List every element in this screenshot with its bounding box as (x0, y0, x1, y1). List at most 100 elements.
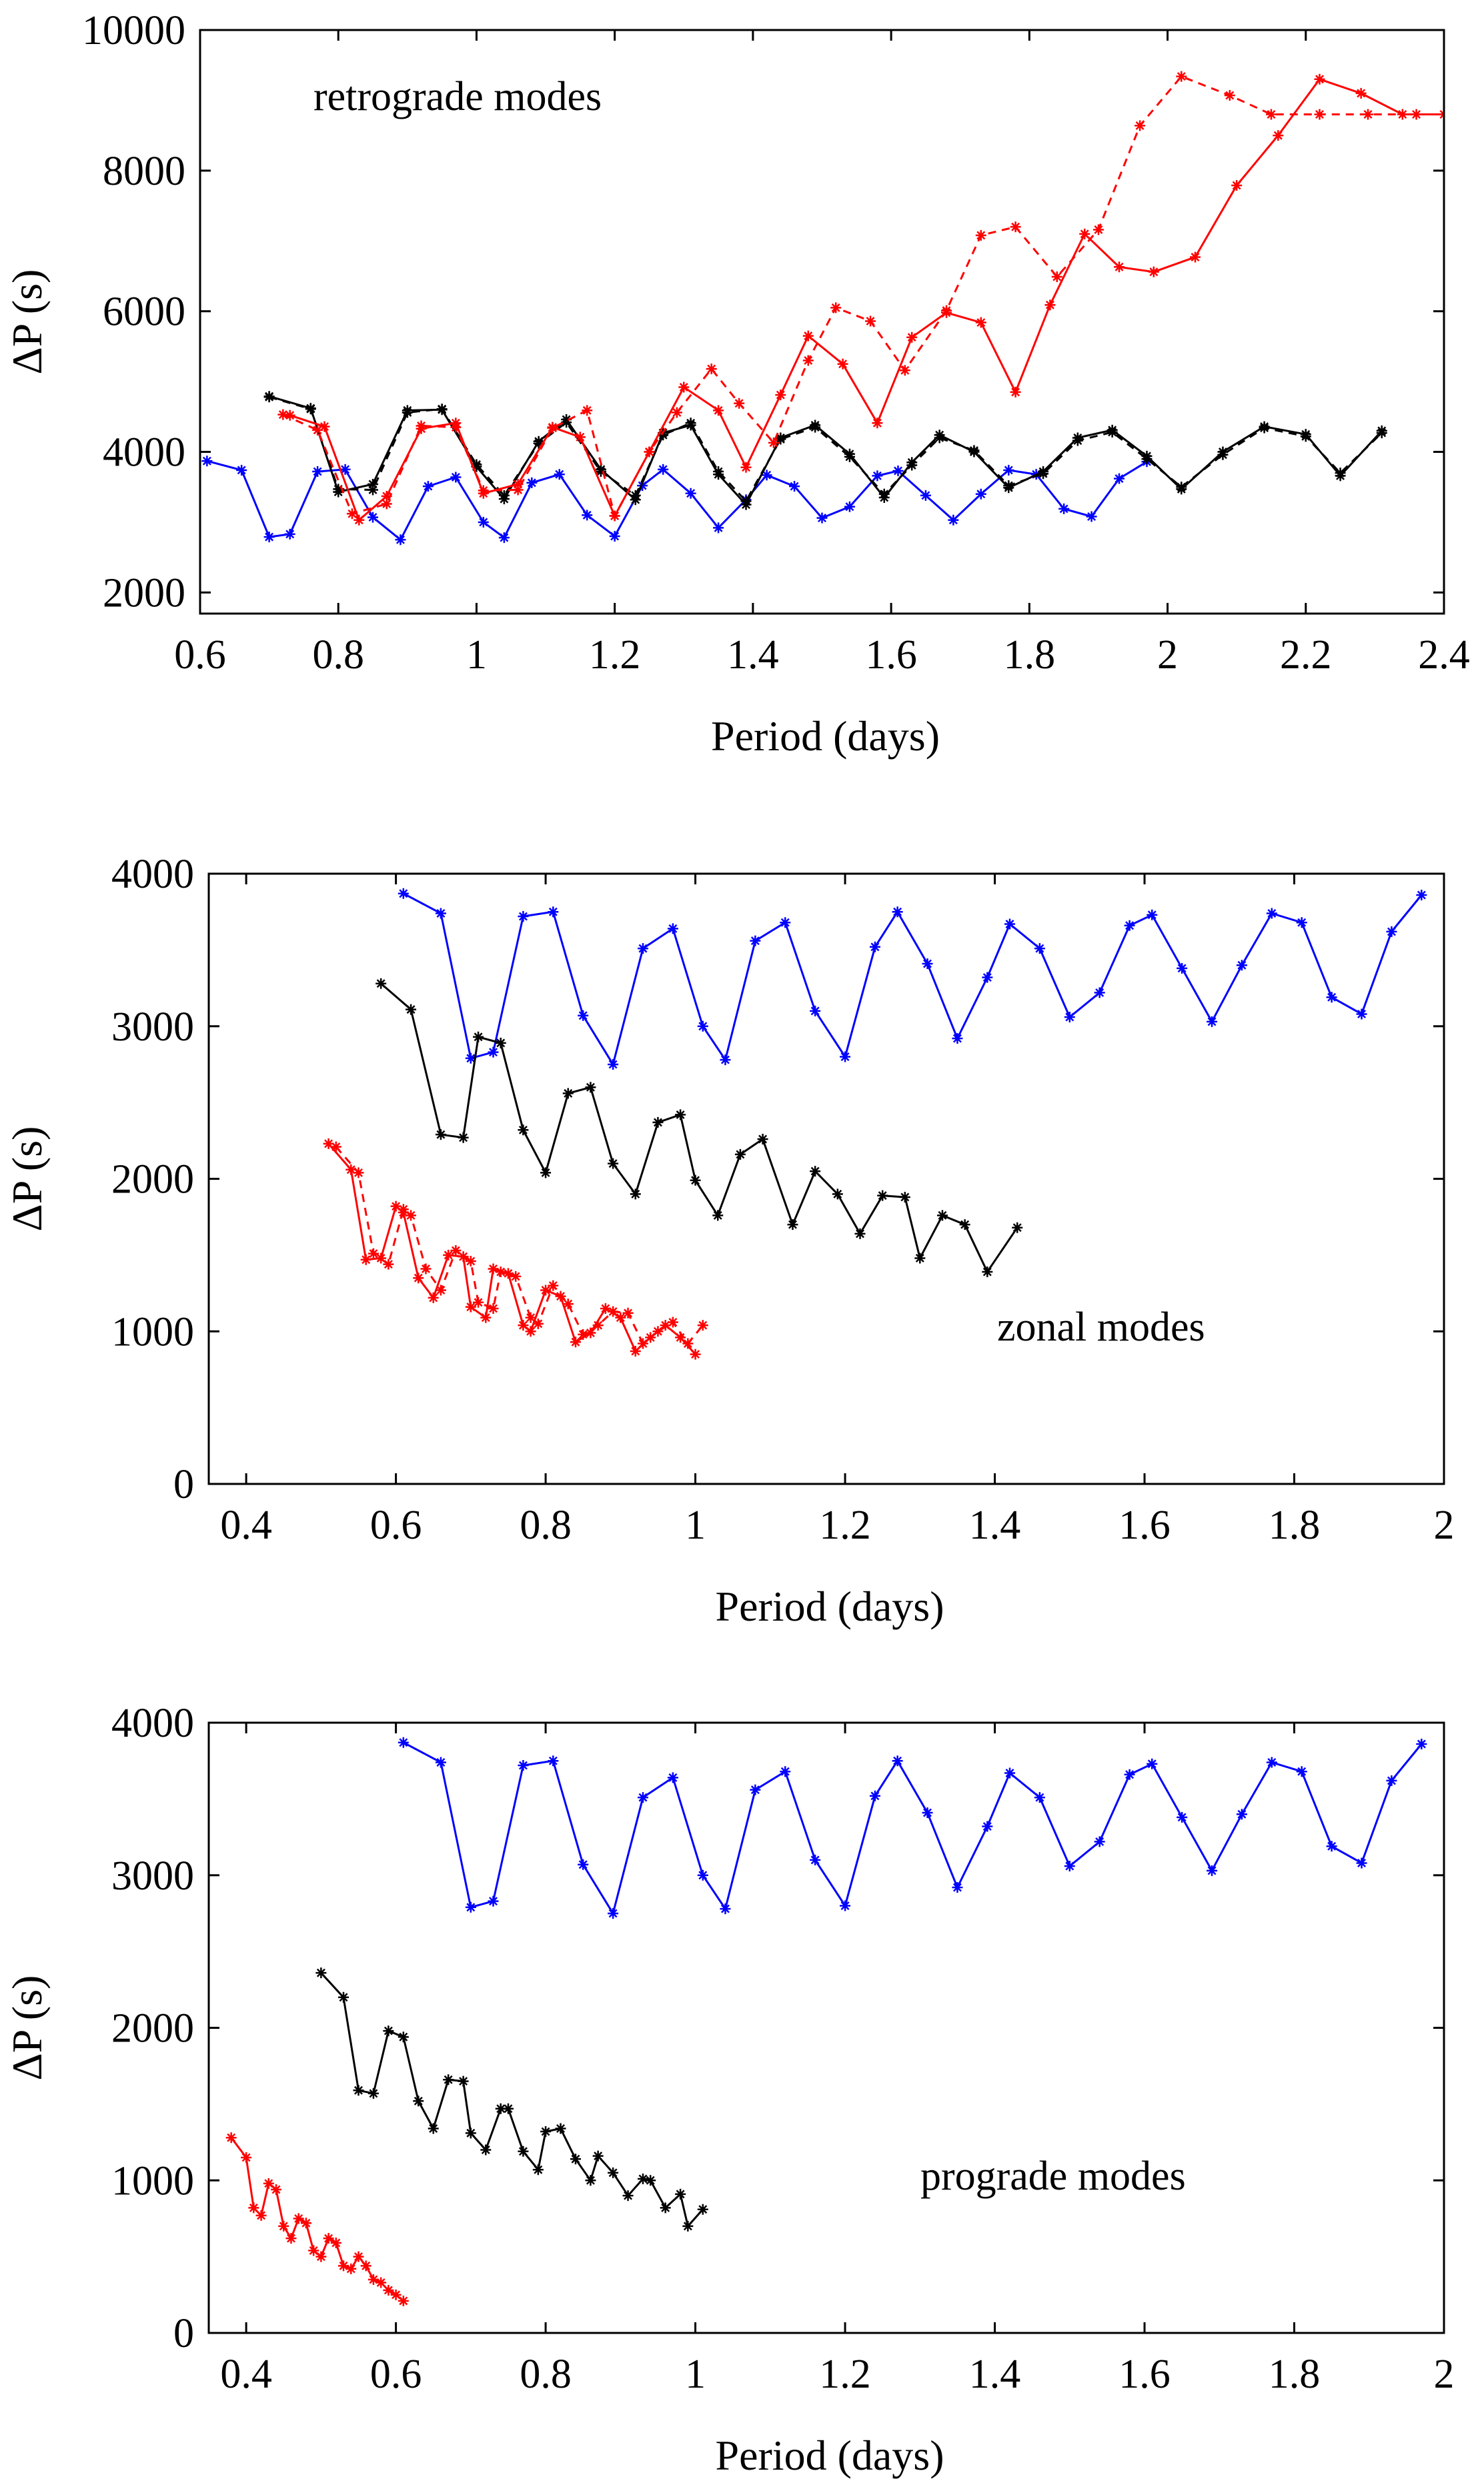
x-tick-label: 1.2 (589, 632, 641, 678)
data-point (312, 466, 323, 478)
data-point (510, 1271, 522, 1282)
data-point (675, 2188, 686, 2200)
data-point (690, 1174, 701, 1186)
data-point (398, 1204, 409, 1215)
data-point (376, 978, 387, 989)
data-point (1034, 943, 1045, 954)
data-point (914, 1253, 926, 1264)
x-tick-label: 1 (685, 1503, 706, 1548)
x-tick-label: 1.6 (1119, 1503, 1171, 1548)
data-point (488, 1895, 499, 1907)
data-point (1217, 449, 1229, 460)
data-point (595, 466, 606, 478)
series-line-blue (403, 892, 1423, 1067)
data-point (592, 1320, 604, 1331)
data-point (367, 479, 379, 490)
data-point (678, 381, 690, 393)
data-point (346, 508, 357, 520)
data-point (420, 1263, 432, 1275)
data-point (381, 498, 392, 510)
data-point (1064, 1861, 1075, 1872)
data-point (1058, 503, 1070, 514)
x-tick-label: 1.4 (969, 2352, 1021, 2397)
data-point (582, 405, 593, 416)
data-point (353, 2085, 364, 2096)
data-point (532, 2164, 544, 2176)
data-point (1141, 454, 1153, 465)
data-point (1266, 908, 1277, 919)
data-point (1355, 87, 1367, 99)
data-point (1416, 1739, 1427, 1750)
data-point (582, 510, 593, 521)
data-point (285, 2233, 297, 2244)
y-tick-label: 4000 (111, 852, 194, 897)
data-point (525, 1326, 536, 1337)
data-point (740, 496, 752, 507)
data-point (1177, 1811, 1188, 1823)
data-point (734, 397, 745, 409)
data-point (518, 1760, 529, 1771)
data-point (413, 2096, 424, 2107)
data-point (540, 1167, 552, 1178)
data-point (458, 1251, 469, 1263)
data-point (1236, 960, 1247, 971)
data-point (345, 2263, 357, 2274)
data-point (899, 365, 910, 376)
x-tick-label: 1.2 (819, 1503, 871, 1548)
data-point (458, 1132, 469, 1143)
data-point (436, 403, 448, 415)
series-line-blue (403, 1741, 1423, 1916)
y-tick-label: 2000 (103, 570, 185, 616)
data-point (548, 906, 559, 918)
x-tick-label: 2 (1157, 632, 1178, 678)
data-point (1148, 266, 1159, 277)
data-point (585, 2175, 596, 2186)
data-point (376, 1253, 387, 1264)
data-point (592, 2150, 604, 2162)
data-point (615, 1312, 626, 1323)
data-point (1266, 1757, 1277, 1768)
data-point (1363, 109, 1374, 120)
data-point (671, 407, 682, 418)
data-point (840, 1051, 851, 1062)
data-point (465, 2128, 476, 2139)
data-point (1224, 90, 1235, 101)
series-black (376, 978, 1023, 1278)
data-point (667, 1317, 678, 1328)
data-point (1034, 1792, 1045, 1803)
data-point (1176, 71, 1187, 82)
data-point (854, 1228, 866, 1239)
data-point (284, 528, 295, 540)
data-point (1296, 917, 1307, 928)
panel-retrograde: 0.6 0.8 1 1.2 1.4 1.6 1.8 2 2.2 2.4 2000 4000 6000 80… (3, 8, 1470, 760)
panel-annotation: prograde modes (920, 2154, 1186, 2199)
data-point (1326, 1841, 1337, 1852)
data-point (720, 1903, 731, 1915)
data-point (1003, 464, 1014, 476)
x-tick-label: 2 (1434, 1503, 1455, 1548)
y-axis-label: ΔP (s) (3, 1126, 51, 1232)
series-line-black-solid (269, 395, 1383, 507)
data-point (353, 1167, 364, 1178)
data-point (844, 501, 855, 512)
data-point (1207, 1865, 1218, 1876)
data-point (922, 1807, 933, 1818)
data-point (465, 1301, 476, 1313)
data-point (443, 1249, 454, 1261)
data-point (1086, 511, 1097, 522)
data-point (713, 522, 724, 534)
data-point (1176, 482, 1187, 493)
data-point (685, 488, 696, 499)
data-point (585, 1327, 596, 1339)
data-point (248, 2202, 259, 2214)
data-point (435, 1757, 446, 1768)
data-point (837, 358, 848, 369)
y-tick-label: 8000 (103, 149, 185, 194)
data-point (982, 1821, 993, 1832)
data-point (495, 1267, 506, 1278)
data-point (367, 2088, 379, 2099)
x-tick-label: 1.8 (1269, 1503, 1321, 1548)
data-point (1207, 1016, 1218, 1027)
data-point (645, 2175, 656, 2186)
